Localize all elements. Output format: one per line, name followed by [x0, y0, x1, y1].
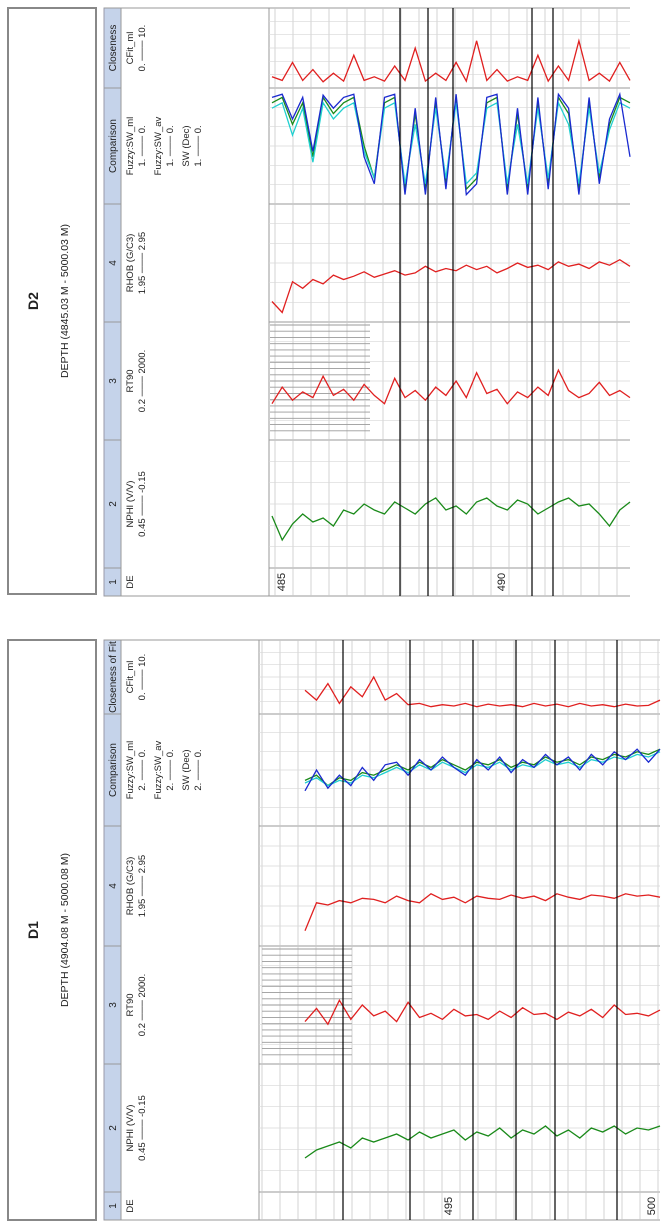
- track-header-3: 3: [108, 378, 119, 384]
- track-label-t3: RT90: [125, 369, 136, 392]
- curve-cfit: [304, 675, 661, 708]
- track-header-5: Comparison: [108, 743, 119, 797]
- track-label-t2: NPHI (V/V): [125, 481, 136, 528]
- depth-tick: 500: [646, 1197, 658, 1215]
- track-label-t5a: Fuzzy:SW_ml: [125, 117, 136, 176]
- panel-title-box: [7, 7, 97, 595]
- track-label-t5b: 2. ─── 0.: [165, 749, 176, 790]
- track-header-strip: [103, 7, 122, 597]
- curve-nphi: [304, 1125, 661, 1159]
- track-label-t6: 0. ─── 10.: [137, 654, 148, 701]
- curve-sw: [304, 748, 661, 792]
- track-label-area: [120, 7, 270, 597]
- track-label-t6: 0. ─── 10.: [137, 25, 148, 72]
- track-label-t3: 0.2 ─── 2000.: [137, 974, 148, 1036]
- panel-title: D1: [25, 921, 41, 939]
- track-header-6: Closeness of Fit: [108, 641, 119, 713]
- depth-tick: 495: [443, 1197, 455, 1215]
- log-panel-d2: D2 DEPTH (4845.03 M - 5000.03 M) 1 2 3 4 Compa…: [7, 7, 631, 597]
- track-header-2: 2: [108, 501, 119, 507]
- track-header-1: 1: [108, 1203, 119, 1209]
- curve-nphi: [271, 497, 631, 542]
- track-label-t2: 0.45 ─── -0.15: [137, 1095, 148, 1161]
- track-label-t5a: 1. ─── 0.: [137, 125, 148, 166]
- panel-title: D2: [25, 292, 41, 310]
- depth-range-label: DEPTH (4845.03 M - 5000.03 M): [59, 224, 71, 378]
- curve-cfit: [271, 38, 631, 83]
- track-label-t4: 1.95 ─── 2.95: [137, 855, 148, 917]
- track-label-t5b: Fuzzy:SW_av: [153, 116, 164, 175]
- track-header-2: 2: [108, 1125, 119, 1131]
- track-label-t5b: Fuzzy:SW_av: [153, 740, 164, 799]
- track-header-1: 1: [108, 579, 119, 585]
- track-label-t5c: 1. ─── 0.: [193, 125, 204, 166]
- panel-title-box: [7, 639, 97, 1221]
- track-header-5: Comparison: [108, 119, 119, 173]
- track-label-t4: 1.95 ─── 2.95: [137, 232, 148, 294]
- track-header-6: Closeness: [108, 25, 119, 72]
- track-label-t6: CFit_ml: [125, 32, 136, 65]
- track-header-4: 4: [108, 883, 119, 889]
- curve-sw-ml: [304, 748, 661, 787]
- track-label-t5c: SW (Dec): [181, 125, 192, 166]
- track-header-4: 4: [108, 260, 119, 266]
- track-label-area: [120, 639, 260, 1221]
- log-panel-d1: D1 DEPTH (4904.08 M - 5000.08 M) 1 2 3 4 Compa…: [7, 639, 661, 1221]
- curve-sw-av: [304, 751, 661, 787]
- track-label-t3: RT90: [125, 993, 136, 1016]
- track-label-t4: RHOB (G/C3): [125, 234, 136, 293]
- track-label-t3: 0.2 ─── 2000.: [137, 350, 148, 412]
- depth-range-label: DEPTH (4904.08 M - 5000.08 M): [59, 853, 71, 1007]
- track-label-t5b: 1. ─── 0.: [165, 125, 176, 166]
- track-label-t1: DE: [125, 1199, 136, 1212]
- curve-rhob: [271, 258, 631, 314]
- track-label-t1: DE: [125, 575, 136, 588]
- track-label-t2: NPHI (V/V): [125, 1105, 136, 1152]
- track-label-t5c: SW (Dec): [181, 749, 192, 790]
- curve-sw: [271, 91, 631, 197]
- track-label-t4: RHOB (G/C3): [125, 857, 136, 916]
- depth-tick: 490: [496, 573, 508, 591]
- curve-rt: [304, 998, 661, 1026]
- track-label-t5a: 2. ─── 0.: [137, 749, 148, 790]
- track-header-3: 3: [108, 1002, 119, 1008]
- track-header-strip: [103, 639, 122, 1221]
- depth-tick: 485: [276, 573, 288, 591]
- curve-rhob: [304, 893, 661, 932]
- curve-rt: [271, 368, 631, 405]
- track-label-t2: 0.45 ─── -0.15: [137, 471, 148, 537]
- track-label-t6: CFit_ml: [125, 661, 136, 694]
- track-label-t5a: Fuzzy:SW_ml: [125, 741, 136, 800]
- track-label-t5c: 2. ─── 0.: [193, 749, 204, 790]
